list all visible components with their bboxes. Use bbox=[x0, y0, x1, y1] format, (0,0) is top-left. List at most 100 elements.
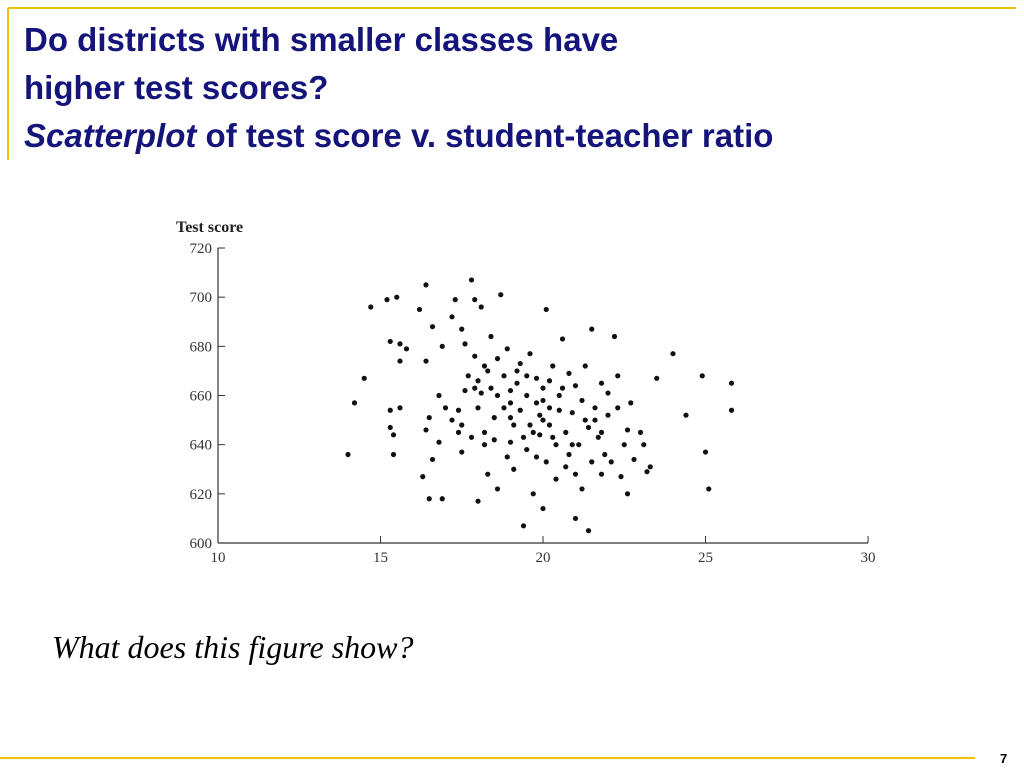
point bbox=[520, 523, 527, 529]
point bbox=[585, 424, 592, 431]
point bbox=[579, 397, 585, 404]
point bbox=[455, 407, 462, 413]
point bbox=[605, 390, 611, 396]
point bbox=[436, 439, 442, 445]
point bbox=[491, 415, 497, 421]
point bbox=[537, 432, 543, 438]
point bbox=[504, 346, 510, 352]
point bbox=[455, 429, 462, 435]
point bbox=[589, 326, 595, 332]
point bbox=[387, 424, 393, 431]
point bbox=[501, 405, 507, 411]
subtitle-italic: Scatterplot bbox=[24, 117, 198, 154]
point bbox=[569, 410, 575, 416]
point bbox=[605, 412, 611, 418]
title-line: Do districts with smaller classes have bbox=[24, 21, 618, 58]
point bbox=[429, 456, 436, 463]
point bbox=[670, 351, 676, 357]
point bbox=[423, 427, 429, 433]
point bbox=[472, 353, 478, 359]
point bbox=[615, 405, 621, 411]
point bbox=[618, 474, 624, 480]
point bbox=[472, 385, 478, 391]
point bbox=[384, 297, 390, 303]
point bbox=[397, 358, 403, 364]
point bbox=[608, 459, 614, 465]
point bbox=[533, 375, 540, 381]
subtitle-rest: of test score v. student-teacher ratio bbox=[196, 117, 773, 154]
point bbox=[524, 446, 530, 453]
point bbox=[647, 464, 653, 470]
point bbox=[631, 456, 637, 463]
point bbox=[475, 378, 481, 384]
y-tick-label: 680 bbox=[190, 339, 213, 355]
point bbox=[478, 390, 484, 396]
point bbox=[485, 471, 491, 477]
point bbox=[530, 491, 536, 497]
point bbox=[550, 434, 556, 440]
point bbox=[621, 442, 627, 448]
point bbox=[361, 375, 367, 381]
point bbox=[345, 451, 351, 458]
point bbox=[423, 358, 429, 364]
point bbox=[576, 442, 582, 448]
title-line: higher test scores? bbox=[24, 69, 328, 106]
point bbox=[426, 496, 432, 502]
point bbox=[507, 439, 514, 445]
point bbox=[592, 417, 598, 423]
point bbox=[572, 515, 579, 522]
point bbox=[507, 415, 514, 421]
point bbox=[498, 292, 504, 298]
point bbox=[624, 491, 631, 497]
point bbox=[572, 383, 579, 389]
point bbox=[566, 370, 572, 376]
point bbox=[602, 451, 608, 458]
point bbox=[556, 392, 562, 399]
point bbox=[585, 528, 592, 534]
y-tick-label: 600 bbox=[190, 536, 213, 552]
point bbox=[582, 363, 588, 369]
point bbox=[439, 496, 445, 502]
point bbox=[559, 385, 566, 391]
point bbox=[504, 454, 510, 460]
point bbox=[540, 417, 546, 423]
point bbox=[423, 282, 429, 288]
x-tick-label: 30 bbox=[861, 550, 876, 566]
point bbox=[429, 324, 436, 330]
point bbox=[488, 333, 494, 340]
point bbox=[442, 405, 449, 411]
y-tick-label: 620 bbox=[190, 487, 213, 503]
point bbox=[527, 422, 533, 428]
point bbox=[439, 343, 445, 349]
point bbox=[530, 429, 536, 435]
point bbox=[501, 373, 507, 379]
y-axis-label: Test score bbox=[176, 219, 243, 236]
page-number: 7 bbox=[1000, 751, 1007, 766]
point bbox=[517, 360, 523, 367]
point bbox=[524, 373, 530, 379]
point bbox=[641, 442, 647, 448]
point bbox=[387, 338, 393, 345]
y-tick-label: 660 bbox=[190, 389, 213, 405]
question: What does this figure show? bbox=[52, 629, 413, 665]
point bbox=[475, 405, 481, 411]
x-tick-label: 10 bbox=[211, 550, 226, 566]
point bbox=[553, 442, 559, 448]
point bbox=[537, 412, 543, 418]
point bbox=[546, 422, 553, 428]
point bbox=[351, 400, 358, 406]
point bbox=[511, 422, 517, 428]
point bbox=[543, 459, 549, 465]
point bbox=[540, 385, 546, 391]
point bbox=[459, 422, 465, 428]
point bbox=[533, 454, 540, 460]
point bbox=[553, 476, 559, 482]
point bbox=[459, 326, 465, 332]
x-tick-label: 15 bbox=[373, 550, 388, 566]
point bbox=[540, 397, 546, 404]
subtitle: Scatterplot of test score v. student-tea… bbox=[24, 117, 773, 154]
point bbox=[452, 297, 458, 303]
point bbox=[543, 306, 549, 313]
point bbox=[595, 434, 601, 440]
